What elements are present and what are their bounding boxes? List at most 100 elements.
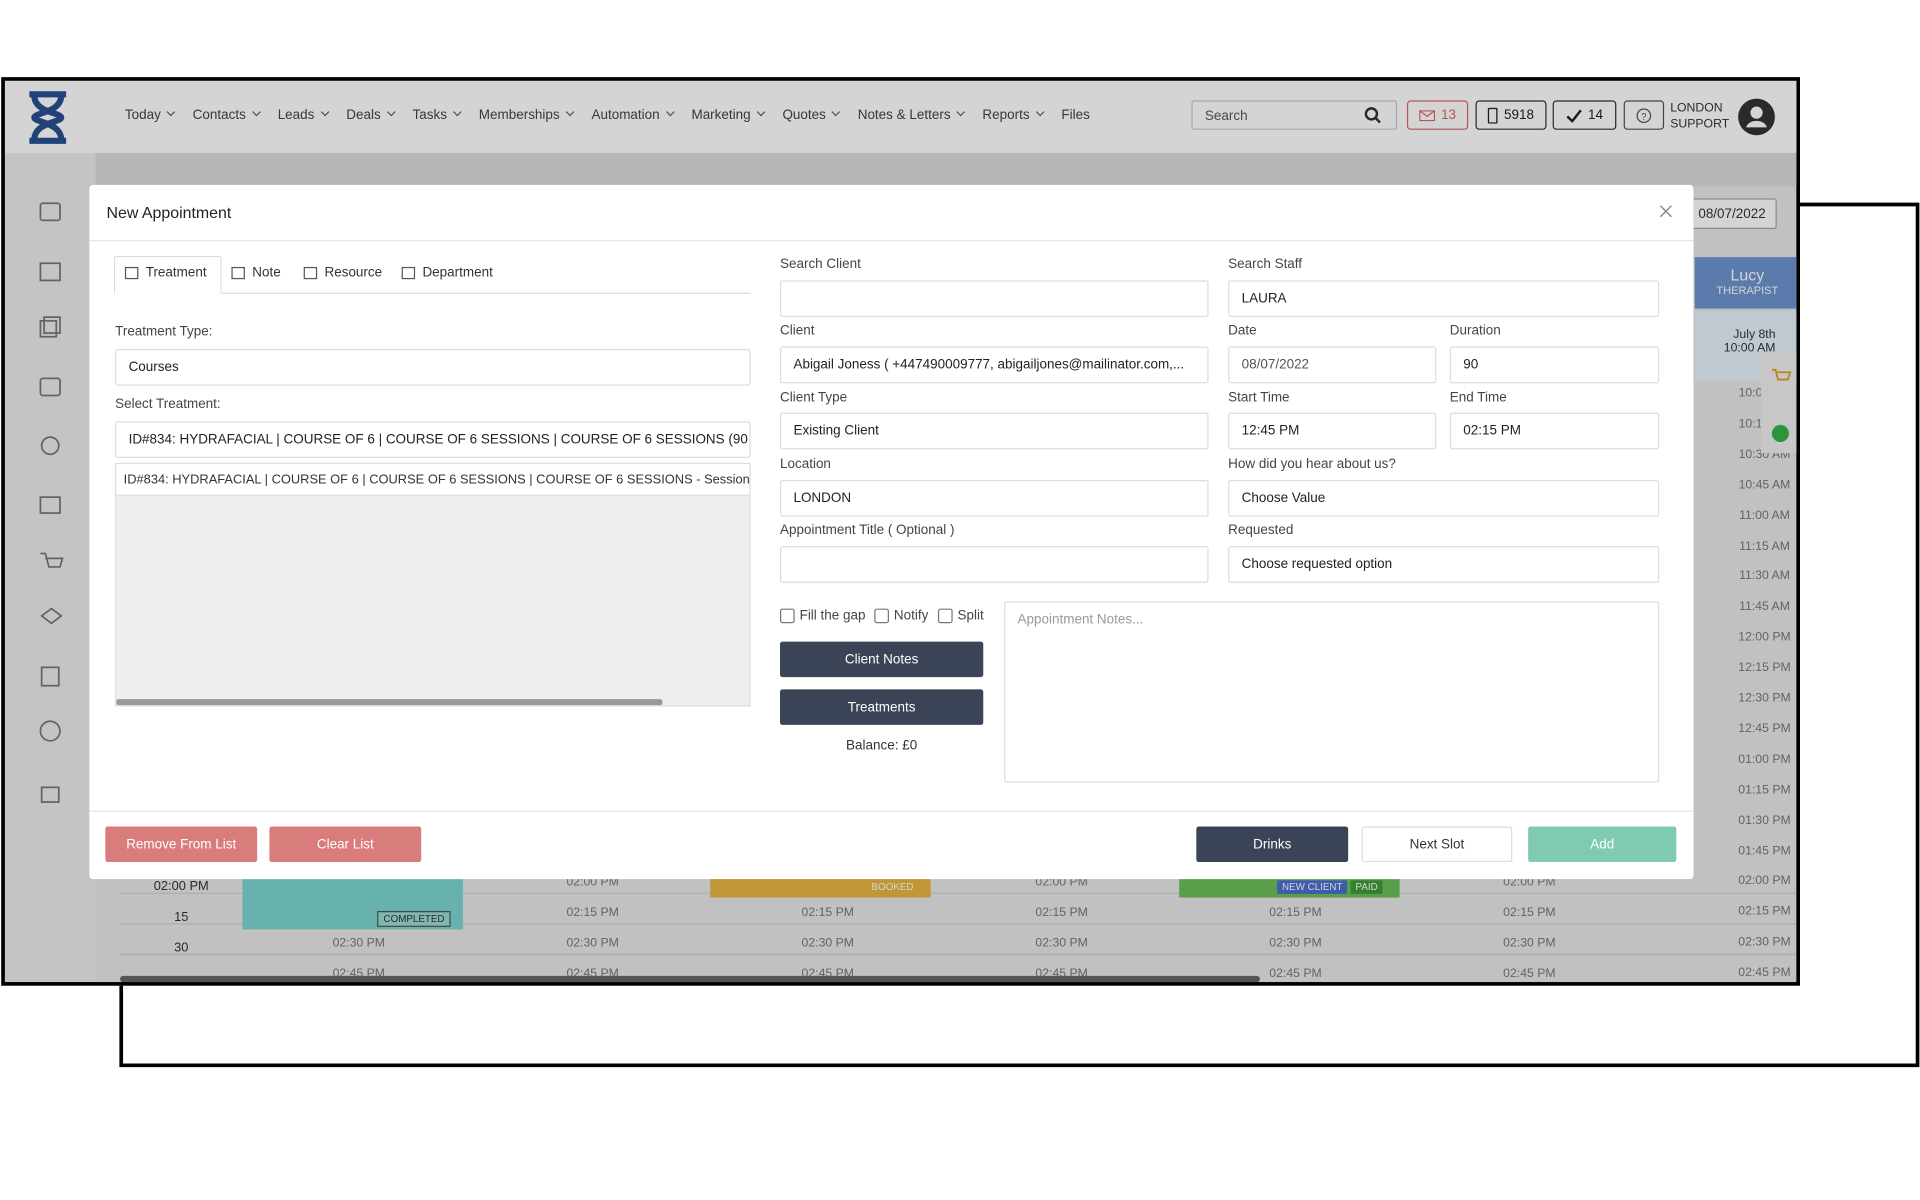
end-time-input[interactable]: 02:15 PM	[1449, 412, 1660, 450]
new-client-block[interactable]: NEW CLIENT PAID	[1179, 877, 1400, 898]
title-input[interactable]	[780, 546, 1209, 583]
tab[interactable]: Note	[231, 266, 281, 280]
menu-item[interactable]: Today	[125, 108, 174, 123]
client-notes-button[interactable]: Client Notes	[780, 641, 984, 678]
floating-actions	[1760, 352, 1797, 454]
staff-role: THERAPIST	[1716, 284, 1779, 297]
menu-item[interactable]: Memberships	[479, 108, 573, 123]
booked-block[interactable]: BOOKED	[710, 877, 931, 898]
time-label: 11:45 AM	[1739, 600, 1790, 614]
next-slot-button[interactable]: Next Slot	[1361, 826, 1513, 863]
time-label: 12:30 PM	[1738, 691, 1791, 706]
staff-name: Lucy	[1730, 265, 1765, 285]
grid-time: 02:30 PM	[801, 936, 854, 951]
tab-label: Treatment	[145, 265, 207, 281]
help-button[interactable]: ?	[1623, 100, 1665, 130]
appointment-time: 10:00 AM	[1723, 341, 1776, 356]
time-label: 01:30 PM	[1738, 813, 1791, 828]
field-label: How did you hear about us?	[1228, 456, 1396, 472]
divider	[89, 240, 1694, 242]
grid-time: 02:15 PM	[1503, 906, 1556, 920]
row-label: 02:00 PM	[153, 879, 209, 894]
tab[interactable]: Treatment	[124, 265, 207, 281]
row-line	[120, 892, 1797, 894]
top-nav: Today Contacts Leads Deals Tasks Members…	[4, 80, 1797, 154]
svg-text:?: ?	[1641, 111, 1647, 122]
time-label: 01:00 PM	[1738, 752, 1791, 767]
clear-button[interactable]: Clear List	[269, 826, 422, 863]
completed-block[interactable]: COMPLETED	[242, 877, 463, 930]
appointment-date: July 8th	[1733, 328, 1776, 342]
mail-badge[interactable]: 13	[1406, 100, 1469, 130]
menu-item[interactable]: Contacts	[193, 108, 260, 123]
tab[interactable]: Resource	[303, 266, 382, 280]
field-label: Date	[1228, 323, 1257, 338]
staff-header: Lucy THERAPIST	[1694, 257, 1797, 309]
menu-item[interactable]: Reports	[982, 108, 1043, 123]
checkbox[interactable]: Fill the gap	[780, 608, 865, 624]
add-button[interactable]: Add	[1528, 826, 1677, 863]
checkbox[interactable]: Split	[937, 608, 984, 624]
client-type-select[interactable]: Existing Client	[780, 412, 1209, 450]
menu-item[interactable]: Files	[1061, 107, 1090, 123]
field-label: Requested	[1228, 522, 1294, 538]
treatments-button[interactable]: Treatments	[780, 689, 984, 725]
treatment-select[interactable]: ID#834: HYDRAFACIAL | COURSE OF 6 | COUR…	[115, 421, 751, 458]
menu-item[interactable]: Quotes	[782, 108, 839, 123]
time-label: 02:45 PM	[1738, 966, 1791, 980]
date-input[interactable]: 08/07/2022	[1228, 346, 1437, 384]
menu-item[interactable]: Marketing	[691, 108, 764, 123]
client-input[interactable]: Abigail Joness ( +447490009777, abigailj…	[780, 346, 1209, 384]
menu-item[interactable]: Leads	[278, 108, 328, 123]
tab[interactable]: Department	[401, 266, 493, 280]
row-label: 30	[174, 940, 189, 956]
treatment-list-item[interactable]: ID#834: HYDRAFACIAL | COURSE OF 6 | COUR…	[116, 464, 750, 496]
time-label: 02:30 PM	[1738, 935, 1791, 950]
search-client-input[interactable]	[780, 280, 1209, 318]
start-time-input[interactable]: 12:45 PM	[1228, 412, 1437, 450]
field-label: Client	[780, 323, 815, 338]
close-button[interactable]	[1659, 204, 1672, 218]
drinks-button[interactable]: Drinks	[1196, 826, 1349, 863]
scrollbar[interactable]	[120, 975, 1260, 983]
location-select[interactable]: LONDON	[780, 480, 1209, 517]
requested-select[interactable]: Choose requested option	[1228, 546, 1660, 583]
treatment-type-select[interactable]: Courses	[115, 348, 751, 386]
list-scrollbar[interactable]	[116, 699, 663, 706]
hear-select[interactable]: Choose Value	[1228, 480, 1660, 517]
active-tab-box	[113, 255, 222, 294]
menu-item[interactable]: Tasks	[413, 108, 461, 123]
sidebar	[4, 153, 96, 983]
user-name[interactable]: LONDON SUPPORT	[1670, 100, 1729, 132]
grid-time: 02:30 PM	[1035, 936, 1088, 951]
search-placeholder: Search	[1204, 108, 1248, 124]
field-label: Search Client	[780, 257, 861, 272]
grid-time: 02:30 PM	[566, 936, 619, 951]
menu-item[interactable]: Notes & Letters	[858, 108, 964, 123]
tasks-badge[interactable]: 14	[1552, 100, 1617, 130]
notes-textarea[interactable]: Appointment Notes...	[1004, 601, 1660, 783]
remove-button[interactable]: Remove From List	[105, 826, 258, 863]
user-line: SUPPORT	[1670, 117, 1730, 132]
time-label: 11:30 AM	[1739, 569, 1790, 584]
search-box[interactable]: Search	[1191, 100, 1398, 130]
logo[interactable]	[22, 91, 73, 145]
toolbar-strip	[95, 153, 1797, 187]
menu-item[interactable]: Automation	[591, 108, 673, 123]
menu-item[interactable]: Deals	[346, 108, 394, 123]
field-label: Location	[780, 456, 831, 472]
duration-input[interactable]: 90	[1449, 346, 1660, 384]
divider	[89, 810, 1694, 812]
checkbox[interactable]: Notify	[874, 608, 928, 624]
grid-time: 02:15 PM	[1269, 906, 1322, 920]
checkbox-label: Split	[957, 608, 984, 624]
phone-badge[interactable]: 5918	[1475, 100, 1547, 130]
date-button[interactable]: 08/07/2022	[1687, 198, 1777, 229]
search-staff-input[interactable]: LAURA	[1228, 280, 1660, 318]
grid-time: 02:30 PM	[332, 936, 385, 951]
avatar[interactable]	[1738, 98, 1776, 136]
treatment-list: ID#834: HYDRAFACIAL | COURSE OF 6 | COUR…	[115, 462, 751, 707]
